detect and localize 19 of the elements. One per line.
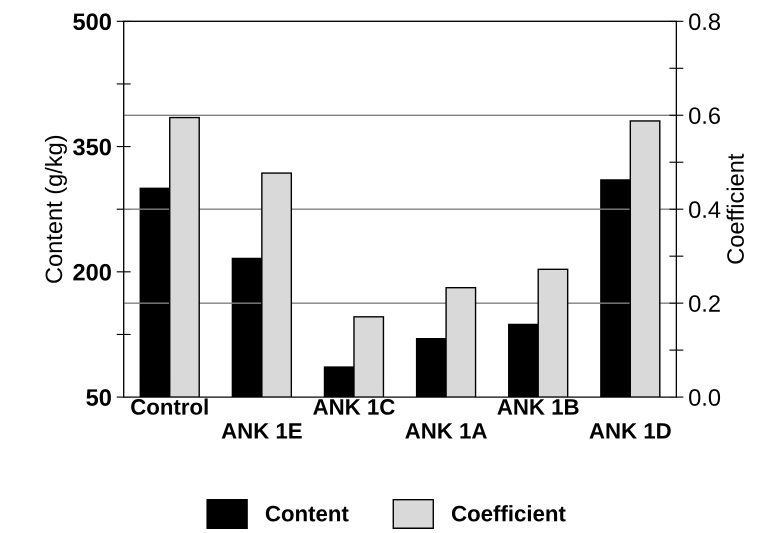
y-tick-label: 500 xyxy=(73,13,111,30)
y-tick-label: 200 xyxy=(73,264,111,281)
legend-label: Coefficient xyxy=(452,505,566,522)
y2-tick-label: 0.8 xyxy=(689,13,720,30)
y-axis-title: Content (g/kg) xyxy=(44,136,67,283)
x-tick-label: ANK 1D xyxy=(590,423,671,439)
y2-tick-label: 0.0 xyxy=(689,389,720,406)
x-tick-label: ANK 1A xyxy=(405,423,487,439)
x-tick-label: Control xyxy=(131,398,208,415)
x-tick-label: ANK 1C xyxy=(313,399,395,415)
y2-tick-label: 0.4 xyxy=(689,201,720,218)
y2-axis-title: Coefficient xyxy=(726,154,744,264)
x-tick-label: ANK 1E xyxy=(222,423,302,439)
y-tick-label: 50 xyxy=(86,389,111,406)
y2-tick-label: 0.2 xyxy=(689,295,720,312)
y-tick-label: 350 xyxy=(73,138,111,156)
x-tick-label: ANK 1B xyxy=(497,399,579,415)
y2-tick-label: 0.6 xyxy=(689,107,720,124)
legend-label: Content xyxy=(266,506,349,522)
